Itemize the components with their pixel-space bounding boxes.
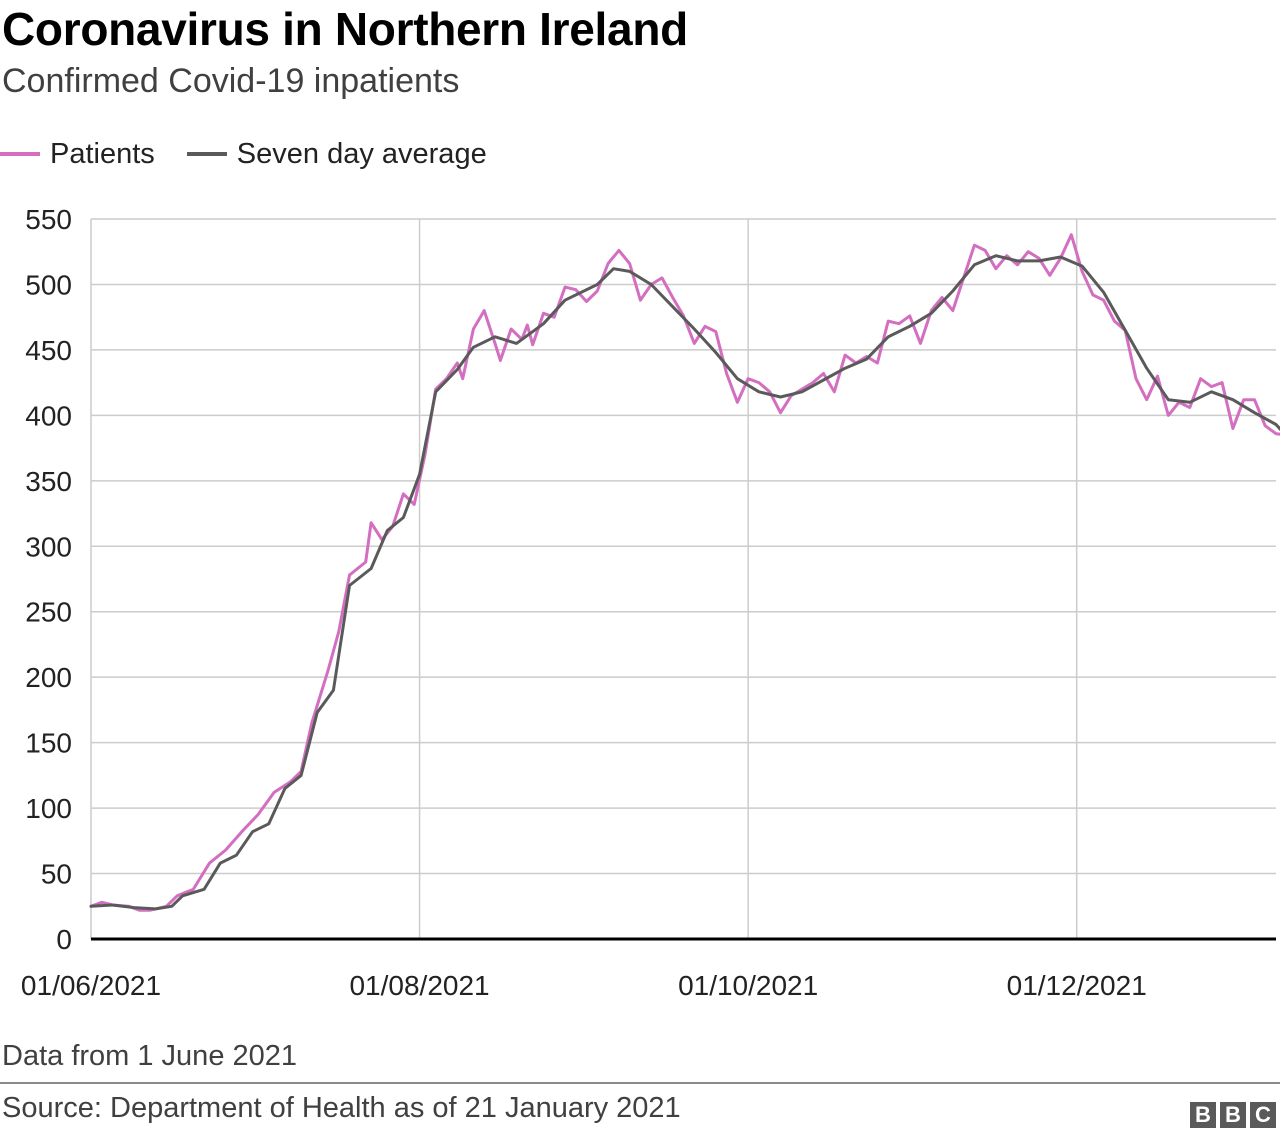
chart-title: Coronavirus in Northern Ireland (2, 3, 688, 55)
x-tick-label-3: 01/12/2021 (1007, 970, 1147, 1001)
y-tick-label-300: 300 (25, 531, 72, 562)
y-tick-label-0: 0 (56, 924, 72, 955)
y-tick-label-200: 200 (25, 662, 72, 693)
legend-item-seven-day-average: Seven day average (186, 137, 487, 171)
series-line-seven-day-average (89, 254, 1280, 911)
bbc-logo-letter-1: B (1190, 1102, 1216, 1128)
y-tick-label-550: 550 (25, 204, 72, 235)
y-tick-label-50: 50 (41, 859, 72, 890)
bbc-logo-letter-2: B (1220, 1102, 1246, 1128)
y-tick-label-250: 250 (25, 597, 72, 628)
legend-item-patients: Patients (0, 138, 155, 171)
chart-legend: Patients Seven day average (0, 136, 519, 172)
x-tick-label-1: 01/08/2021 (349, 970, 489, 1001)
y-tick-label-150: 150 (25, 728, 72, 759)
y-tick-label-450: 450 (25, 335, 72, 366)
x-tick-label-2: 01/10/2021 (678, 970, 818, 1001)
legend-swatch-patients (0, 152, 40, 156)
source-text: Source: Department of Health as of 21 Ja… (2, 1092, 681, 1124)
y-tick-label-400: 400 (25, 400, 72, 431)
legend-swatch-seven-day-average (186, 152, 227, 156)
y-tick-label-350: 350 (25, 466, 72, 497)
series-line-patients (89, 233, 1280, 912)
y-tick-label-500: 500 (25, 269, 72, 300)
bbc-logo-letter-3: C (1250, 1102, 1276, 1128)
legend-label-patients: Patients (50, 137, 155, 170)
y-tick-label-100: 100 (25, 793, 72, 824)
bbc-logo: B B C (1186, 1102, 1276, 1128)
footer-divider (0, 1082, 1280, 1084)
data-note: Data from 1 June 2021 (2, 1040, 298, 1072)
line-chart: 0 50 100 150 200 250 300 350 400 450 500 550 01/06/2… (21, 204, 1280, 1001)
legend-label-seven-day-average: Seven day average (236, 137, 487, 170)
x-tick-label-0: 01/06/2021 (21, 970, 161, 1001)
chart-subtitle: Confirmed Covid-19 inpatients (2, 62, 460, 100)
